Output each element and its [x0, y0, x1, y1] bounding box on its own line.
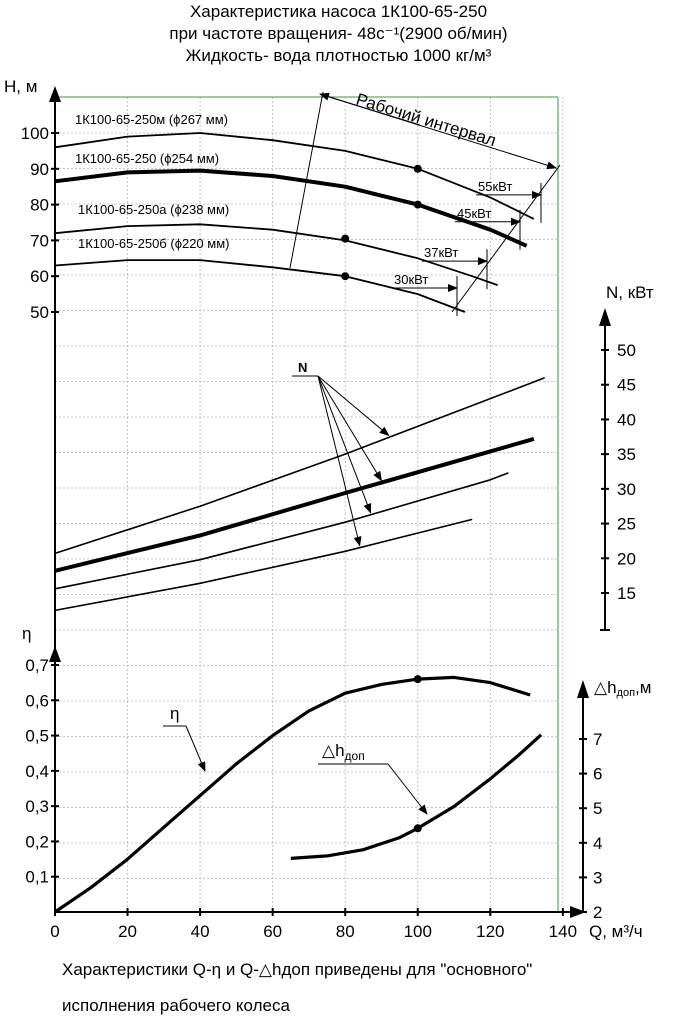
power-tick-label: 25 [617, 515, 636, 534]
efficiency-axis-label: η [22, 624, 31, 643]
head-operating-point [341, 272, 350, 281]
x-tick-label: 20 [118, 922, 137, 941]
head-curve-label: 1К100-65-250 (ϕ254 мм) [75, 151, 219, 166]
head-operating-point [413, 200, 422, 209]
head-operating-point [413, 164, 422, 173]
efficiency-tick-label: 0,2 [25, 832, 49, 851]
head-curve [54, 168, 528, 248]
efficiency-tick-label: 0,7 [25, 656, 49, 675]
x-tick-label: 140 [549, 922, 577, 941]
power-tick-label: 30 [617, 480, 636, 499]
x-tick-label: 60 [263, 922, 282, 941]
power-label-arrow [317, 375, 390, 437]
efficiency-operating-point [413, 675, 422, 684]
power-tick-label: 45 [617, 376, 636, 395]
npsh-tick-label: 7 [593, 730, 602, 749]
head-tick-label: 70 [30, 231, 49, 250]
efficiency-tick-label: 0,1 [25, 868, 49, 887]
head-curve-label: 1К100-65-250а (ϕ238 мм) [78, 202, 229, 217]
x-tick-label: 0 [50, 922, 59, 941]
power-tick-label: 20 [617, 549, 636, 568]
npsh-axis-arrow [577, 680, 589, 698]
head-curve-label: 1К100-65-250б (ϕ220 мм) [78, 236, 229, 251]
power-rating-label: 55кВт [478, 179, 512, 194]
head-tick-label: 60 [30, 267, 49, 286]
power-tick-label: 15 [617, 584, 636, 603]
power-tick-label: 40 [617, 410, 636, 429]
power-curve [54, 436, 535, 573]
npsh-curve-label-subscript: доп [345, 749, 365, 763]
x-tick-label: 40 [191, 922, 210, 941]
power-curve [54, 518, 473, 612]
npsh-tick-label: 2 [593, 903, 602, 922]
head-tick-label: 80 [30, 196, 49, 215]
head-tick-label: 100 [21, 124, 49, 143]
power-label-arrow [317, 375, 372, 514]
efficiency-tick-label: 0,4 [25, 762, 49, 781]
working-range-arrow-left [319, 92, 421, 126]
working-range-left-boundary [289, 91, 324, 269]
npsh-tick-label: 4 [593, 834, 602, 853]
npsh-tick-label: 5 [593, 799, 602, 818]
power-rating-label: 30кВт [394, 272, 428, 287]
power-curve [54, 377, 545, 555]
head-axis-arrow [49, 86, 61, 102]
efficiency-axis-arrow [49, 646, 61, 662]
x-axis-arrow [570, 906, 586, 918]
power-rating-label: 45кВт [457, 206, 491, 221]
power-label-arrow [317, 375, 383, 482]
working-range-right-boundary [451, 164, 561, 313]
x-tick-label: 120 [476, 922, 504, 941]
npsh-curve-label: △hдоп [322, 741, 365, 763]
head-curve [54, 132, 535, 220]
x-axis-label: Q, м³/ч [589, 922, 643, 941]
power-tick-label: 50 [617, 341, 636, 360]
power-tick-label: 35 [617, 445, 636, 464]
npsh-tick-label: 6 [593, 765, 602, 784]
head-tick-label: 90 [30, 160, 49, 179]
npsh-axis-label-subscript: доп [617, 687, 636, 699]
power-curve [54, 472, 509, 590]
head-curve-label: 1К100-65-250м (ϕ267 мм) [75, 112, 228, 127]
efficiency-curve [54, 675, 531, 914]
footer-note-line1: Характеристики Q-η и Q-△hдоп приведены д… [62, 960, 533, 979]
power-axis-arrow [599, 308, 611, 326]
npsh-axis-label-unit: ,м [635, 678, 651, 697]
efficiency-tick-label: 0,3 [25, 797, 49, 816]
efficiency-label-arrow [185, 725, 206, 772]
npsh-label-arrow [387, 763, 428, 815]
efficiency-tick-label: 0,5 [25, 727, 49, 746]
head-curve [54, 223, 498, 286]
chart-subtitle-liquid: Жидкость- вода плотностью 1000 кг/м³ [185, 46, 492, 65]
chart-title: Характеристика насоса 1К100-65-250 [189, 2, 488, 21]
power-label-arrow [317, 375, 362, 547]
footer-note-line2: исполнения рабочего колеса [62, 996, 290, 1015]
head-tick-label: 50 [30, 303, 49, 322]
head-operating-point [341, 234, 350, 243]
working-range-label: Рабочий интервал [354, 90, 498, 151]
x-tick-label: 80 [336, 922, 355, 941]
power-rating-label: 37кВт [424, 245, 458, 260]
efficiency-tick-label: 0,6 [25, 691, 49, 710]
power-axis-label: N, кВт [606, 283, 654, 302]
npsh-axis-label: △hдоп,м [594, 678, 651, 699]
efficiency-curve-label: η [170, 704, 179, 723]
chart-subtitle-speed: при частоте вращения- 48с⁻¹(2900 об/мин) [169, 24, 508, 43]
x-tick-label: 100 [404, 922, 432, 941]
npsh-tick-label: 3 [593, 868, 602, 887]
head-axis-label: H, м [4, 77, 37, 96]
power-curves-label: N [298, 360, 307, 375]
npsh-operating-point [413, 824, 422, 833]
head-curve [54, 259, 466, 313]
